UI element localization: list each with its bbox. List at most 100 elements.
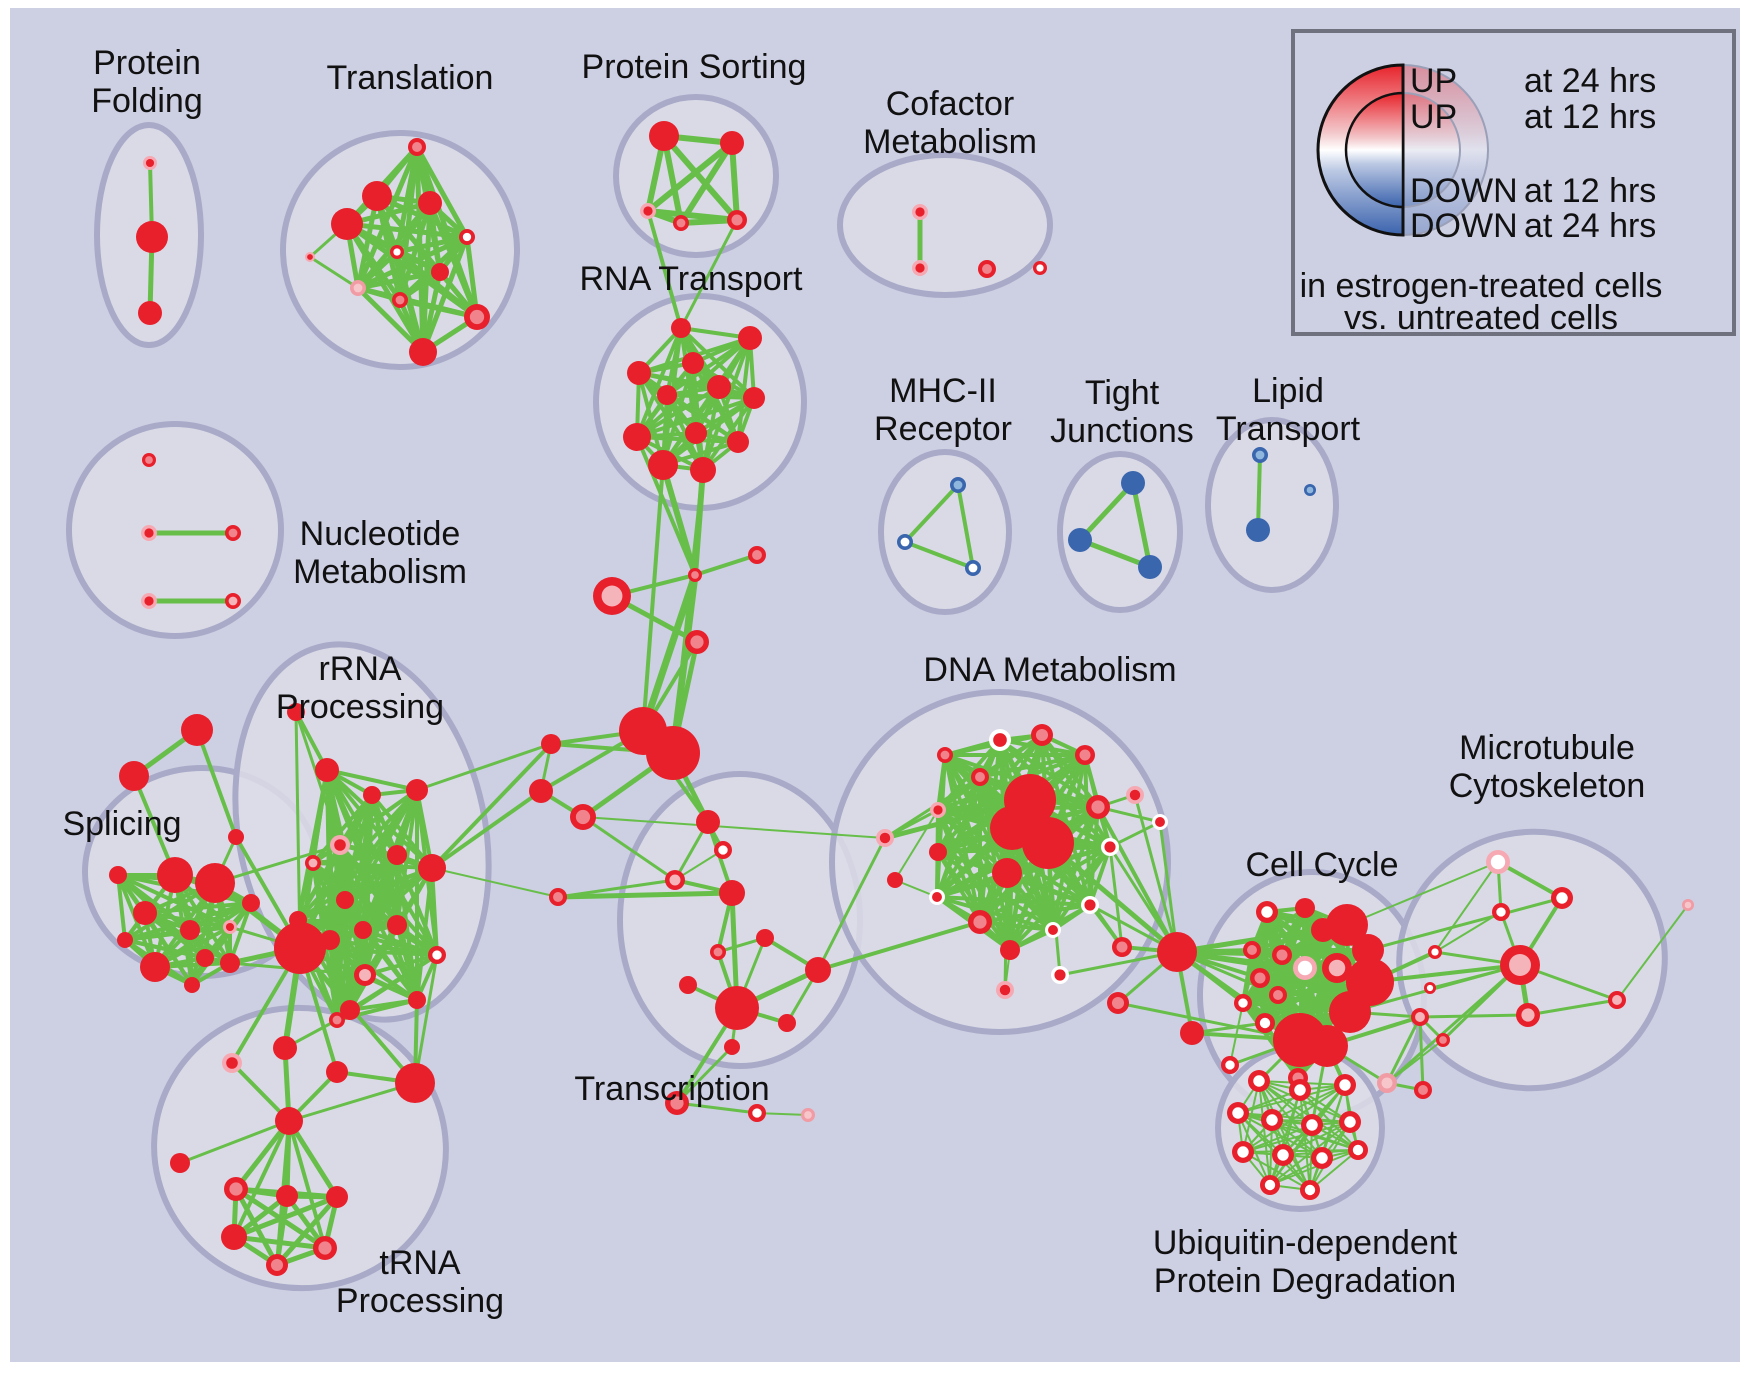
network-edge — [660, 462, 698, 578]
cluster-label-line: Cell Cycle — [1245, 846, 1398, 884]
network-node-solid-red — [119, 761, 149, 791]
network-edge — [678, 140, 735, 226]
network-node-center — [1304, 1184, 1316, 1196]
network-node-center — [1155, 817, 1165, 827]
network-edge — [556, 878, 677, 899]
network-node-solid-red — [409, 338, 437, 366]
network-node-center — [1339, 1079, 1351, 1091]
network-node-solid-red — [431, 263, 449, 281]
network-node-center — [1104, 841, 1116, 853]
network-edge — [178, 1119, 291, 1165]
network-node-solid-red — [276, 1185, 298, 1207]
network-edge — [1271, 1084, 1346, 1121]
legend-direction-label: UP — [1410, 62, 1457, 100]
network-node-center — [1556, 892, 1568, 904]
network-edge — [1130, 480, 1153, 570]
network-node-center — [1344, 1116, 1356, 1128]
network-node-solid-red — [1295, 898, 1315, 918]
network-edge — [228, 901, 253, 965]
network-node-center — [393, 248, 401, 256]
network-node-center — [900, 537, 910, 547]
network-node-center — [670, 1096, 684, 1110]
network-node-center — [226, 1057, 238, 1069]
network-node-center — [1415, 1012, 1425, 1022]
cluster-label-nucleotide-metabolism: Nucleotide Metabolism — [293, 515, 467, 591]
network-edge — [355, 249, 400, 291]
network-edge — [1434, 861, 1499, 953]
network-node-solid-red — [1157, 932, 1197, 972]
network-node-solid-red — [1352, 934, 1384, 966]
cluster-label-rna-transport: RNA Transport — [580, 260, 804, 298]
network-node-center — [1439, 1036, 1447, 1044]
network-node-center — [1431, 948, 1439, 956]
network-edge — [287, 1081, 417, 1123]
cluster-ellipse-cofactor-metabolism — [837, 152, 1053, 298]
network-edge — [679, 326, 756, 400]
network-node-center — [1232, 1107, 1244, 1119]
network-node-solid-red — [715, 986, 759, 1030]
network-node-center — [1225, 1060, 1235, 1070]
network-edge — [1108, 845, 1124, 949]
network-edge — [344, 221, 426, 355]
network-edge — [413, 953, 439, 1085]
network-edge — [294, 710, 302, 950]
network-node-solid-red — [418, 191, 442, 215]
network-node-center — [601, 585, 623, 607]
network-node-solid-red — [275, 1107, 303, 1135]
network-node-solid-red — [887, 872, 903, 888]
network-node-solid-blue — [1138, 555, 1162, 579]
network-node-solid-red — [184, 977, 200, 993]
legend-time-label: at 24 hrs — [1524, 62, 1656, 100]
network-edge — [637, 371, 705, 472]
cluster-label-line: tRNA — [379, 1244, 461, 1282]
network-node-center — [1276, 949, 1288, 961]
network-node-center — [332, 1015, 342, 1025]
network-edge — [325, 768, 419, 792]
network-edge — [1366, 896, 1564, 952]
legend-time-label: at 12 hrs — [1524, 172, 1656, 210]
network-edge — [123, 938, 207, 960]
network-node-center — [229, 1182, 243, 1196]
network-node-solid-red — [778, 1014, 796, 1032]
network-node-solid-red — [1326, 904, 1368, 946]
network-edge — [943, 753, 982, 924]
network-edge — [397, 297, 480, 320]
cluster-label-microtubule-cytoskeleton: Microtubule Cytoskeleton — [1449, 729, 1646, 805]
network-node-solid-red — [336, 891, 354, 909]
cluster-label-mhc-ii-receptor: MHC-II Receptor — [874, 372, 1012, 448]
network-node-center — [145, 158, 155, 168]
network-node-solid-red — [109, 866, 127, 884]
network-node-solid-red — [221, 1224, 247, 1250]
cluster-label-line: Transcription — [574, 1070, 769, 1108]
cluster-label-line: Metabolism — [863, 123, 1037, 161]
network-edge — [1386, 1039, 1444, 1084]
cluster-label-cofactor-metabolism: Cofactor Metabolism — [863, 85, 1037, 161]
network-edge — [661, 396, 756, 467]
network-node-solid-red — [657, 385, 677, 405]
network-edge — [816, 920, 982, 972]
network-node-center — [145, 456, 153, 464]
network-node-solid-red — [170, 1153, 190, 1173]
network-edge — [116, 873, 194, 987]
network-node-solid-red — [117, 932, 133, 948]
network-node-solid-red — [1000, 940, 1020, 960]
cluster-label-line: Transport — [1216, 410, 1361, 448]
cluster-label-ubiquitin-degradation: Ubiquitin-dependent Protein Degradation — [1153, 1224, 1458, 1300]
network-node-solid-red — [679, 976, 697, 994]
nodes-layer — [109, 121, 1694, 1276]
network-edge — [1242, 1124, 1313, 1153]
cluster-label-line: Splicing — [62, 805, 181, 843]
network-node-solid-red — [354, 921, 372, 939]
network-node-center — [643, 206, 653, 216]
network-node-center — [1496, 907, 1506, 917]
network-node-center — [1254, 972, 1266, 984]
network-node-solid-red — [196, 949, 214, 967]
network-edge — [231, 1194, 340, 1240]
cluster-label-line: Processing — [336, 1282, 504, 1320]
network-edge — [635, 435, 697, 577]
network-node-center — [1684, 901, 1692, 909]
network-edge — [1003, 871, 1009, 992]
network-node-solid-red — [138, 301, 162, 325]
network-node-center — [718, 845, 728, 855]
